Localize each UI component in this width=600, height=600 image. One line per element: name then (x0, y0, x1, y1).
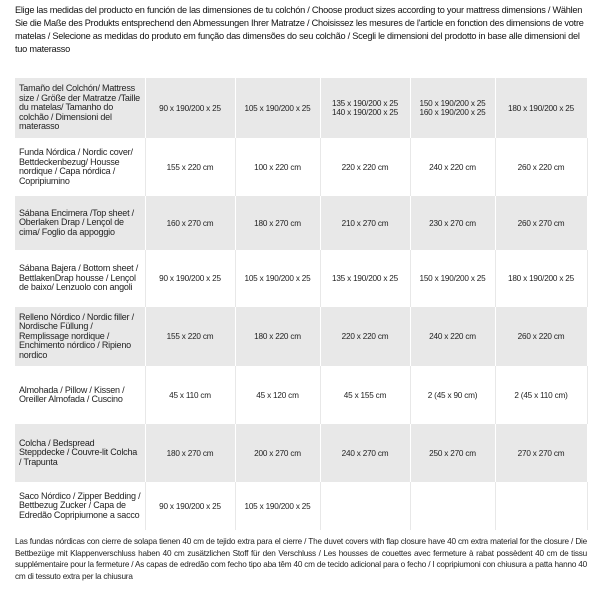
size-cell: 45 x 110 cm (145, 366, 236, 424)
row-label: Funda Nórdica / Nordic cover/ Bettdecken… (15, 138, 146, 196)
size-cell: 105 x 190/200 x 25 (235, 250, 321, 307)
size-table: Tamaño del Colchón/ Mattress size / Größ… (15, 78, 588, 530)
table-row: Sábana Bajera / Bottom sheet / Bettlaken… (15, 250, 588, 307)
size-cell: 105 x 190/200 x 25 (235, 482, 321, 530)
size-cell: 90 x 190/200 x 25 (145, 250, 236, 307)
size-cell: 155 x 220 cm (145, 307, 236, 366)
row-label: Almohada / Pillow / Kissen / Oreiller Al… (15, 366, 146, 424)
size-cell: 210 x 270 cm (320, 196, 411, 250)
size-cell: 180 x 220 cm (235, 307, 321, 366)
table-row: Funda Nórdica / Nordic cover/ Bettdecken… (15, 138, 588, 196)
table-row: Tamaño del Colchón/ Mattress size / Größ… (15, 78, 588, 138)
size-cell: 2 (45 x 90 cm) (410, 366, 496, 424)
size-cell (320, 482, 411, 530)
size-cell: 240 x 220 cm (410, 138, 496, 196)
header-title: Elige las medidas del producto en funció… (15, 5, 584, 54)
row-label: Colcha / Bedspread Steppdecke / Couvre-l… (15, 424, 146, 482)
size-cell: 260 x 220 cm (495, 138, 588, 196)
row-label: Relleno Nórdico / Nordic filler / Nordis… (15, 307, 146, 366)
size-cell: 270 x 270 cm (495, 424, 588, 482)
row-label: Sábana Encimera /Top sheet / Oberlaken D… (15, 196, 146, 250)
size-cell: 155 x 220 cm (145, 138, 236, 196)
size-cell: 90 x 190/200 x 25 (145, 78, 236, 138)
size-cell: 90 x 190/200 x 25 (145, 482, 236, 530)
row-label: Saco Nórdico / Zipper Bedding / Bettbezu… (15, 482, 146, 530)
table-row: Relleno Nórdico / Nordic filler / Nordis… (15, 307, 588, 366)
size-cell: 105 x 190/200 x 25 (235, 78, 321, 138)
size-cell: 220 x 220 cm (320, 138, 411, 196)
size-cell: 100 x 220 cm (235, 138, 321, 196)
table-body: Tamaño del Colchón/ Mattress size / Größ… (15, 78, 588, 530)
footer-note: Las fundas nórdicas con cierre de solapa… (15, 537, 587, 581)
size-cell: 240 x 220 cm (410, 307, 496, 366)
size-cell (495, 482, 588, 530)
row-label: Sábana Bajera / Bottom sheet / Bettlaken… (15, 250, 146, 307)
size-cell: 180 x 270 cm (235, 196, 321, 250)
size-cell: 45 x 155 cm (320, 366, 411, 424)
size-cell: 135 x 190/200 x 25 140 x 190/200 x 25 (320, 78, 411, 138)
size-cell: 220 x 220 cm (320, 307, 411, 366)
size-cell: 150 x 190/200 x 25 160 x 190/200 x 25 (410, 78, 496, 138)
size-cell: 250 x 270 cm (410, 424, 496, 482)
size-cell: 260 x 270 cm (495, 196, 588, 250)
size-cell: 180 x 190/200 x 25 (495, 250, 588, 307)
size-cell: 45 x 120 cm (235, 366, 321, 424)
size-cell: 160 x 270 cm (145, 196, 236, 250)
table-row: Almohada / Pillow / Kissen / Oreiller Al… (15, 366, 588, 424)
size-cell: 2 (45 x 110 cm) (495, 366, 588, 424)
table-row: Colcha / Bedspread Steppdecke / Couvre-l… (15, 424, 588, 482)
size-cell: 260 x 220 cm (495, 307, 588, 366)
row-label: Tamaño del Colchón/ Mattress size / Größ… (15, 78, 146, 138)
size-cell: 180 x 270 cm (145, 424, 236, 482)
size-cell: 240 x 270 cm (320, 424, 411, 482)
table-row: Saco Nórdico / Zipper Bedding / Bettbezu… (15, 482, 588, 530)
table-row: Sábana Encimera /Top sheet / Oberlaken D… (15, 196, 588, 250)
size-cell: 135 x 190/200 x 25 (320, 250, 411, 307)
size-cell: 150 x 190/200 x 25 (410, 250, 496, 307)
size-cell: 200 x 270 cm (235, 424, 321, 482)
size-cell (410, 482, 496, 530)
size-cell: 230 x 270 cm (410, 196, 496, 250)
size-cell: 180 x 190/200 x 25 (495, 78, 588, 138)
